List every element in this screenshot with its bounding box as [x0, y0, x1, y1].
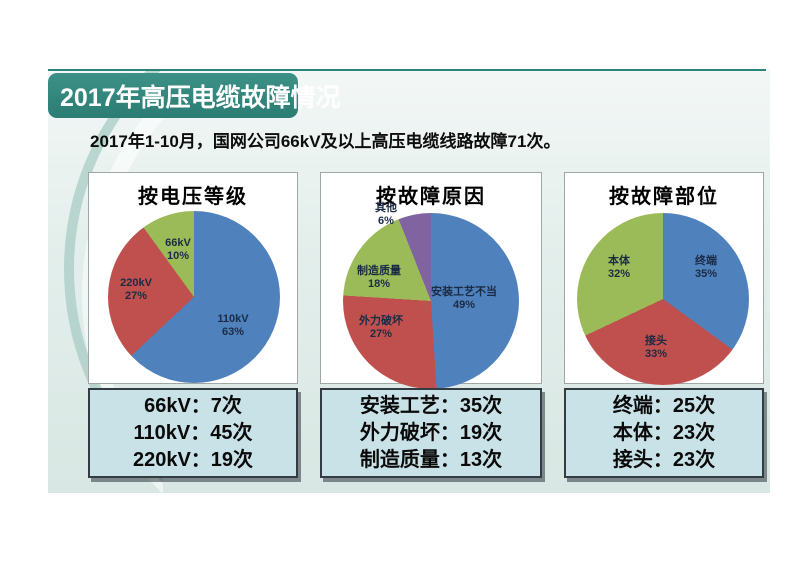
chart-panel-voltage: 按电压等级 66kV 10% 220kV 27% 110kV 63% — [88, 172, 298, 384]
pie-slice-label-manufacturing: 制造质量 18% — [357, 265, 401, 290]
summary-line: 安装工艺：35次 — [359, 394, 503, 417]
pie-slice-label-other: 其他 6% — [375, 202, 397, 227]
summary-line: 66kV：7次 — [144, 394, 242, 417]
summary-box-voltage: 66kV：7次 110kV：45次 220kV：19次 — [88, 388, 298, 478]
pie-slice-label-terminal: 终端 35% — [694, 255, 718, 280]
pie-chart-cause — [343, 213, 519, 389]
summary-line: 110kV：45次 — [133, 421, 253, 444]
summary-line: 接头：23次 — [612, 448, 716, 471]
pie-slice-label-installation: 安装工艺不当 49% — [431, 286, 497, 311]
summary-line: 终端：25次 — [612, 394, 716, 417]
pie-slice-label-external-damage: 外力破坏 27% — [359, 315, 403, 340]
slide-subtitle: 2017年1-10月，国网公司66kV及以上高压电缆线路故障71次。 — [90, 132, 561, 151]
chart-title-location: 按故障部位 — [609, 186, 719, 208]
pie-slice-label-66kv: 66kV 10% — [165, 237, 191, 262]
summary-line: 外力破坏：19次 — [359, 421, 503, 444]
accent-line — [48, 69, 766, 71]
slide-title: 2017年高压电缆故障情况 — [60, 83, 341, 112]
summary-line: 本体：23次 — [612, 421, 716, 444]
pie-slice-label-joint: 接头 33% — [644, 335, 668, 360]
chart-title-voltage: 按电压等级 — [138, 186, 248, 208]
summary-box-location: 终端：25次 本体：23次 接头：23次 — [564, 388, 764, 478]
pie-slice-label-body: 本体 32% — [607, 255, 631, 280]
pie-slice-label-110kv: 110kV 63% — [217, 313, 249, 338]
chart-panel-location: 按故障部位 本体 32% 终端 35% 接头 33% — [564, 172, 764, 385]
summary-box-cause: 安装工艺：35次 外力破坏：19次 制造质量：13次 — [320, 388, 542, 478]
summary-line: 220kV：19次 — [132, 448, 254, 471]
pie-chart-location — [577, 213, 749, 385]
chart-panel-cause: 按故障原因 其他 6% 制造质量 18% 外力破坏 27% 安装工艺不当 49% — [320, 172, 542, 389]
slide-title-banner: 2017年高压电缆故障情况 — [48, 73, 341, 118]
decorative-arc — [64, 69, 163, 493]
summary-line: 制造质量：13次 — [359, 448, 503, 471]
pie-slice-label-220kv: 220kV 27% — [120, 277, 152, 302]
chart-title-cause: 按故障原因 — [376, 186, 486, 208]
pie-chart-voltage — [108, 211, 280, 383]
